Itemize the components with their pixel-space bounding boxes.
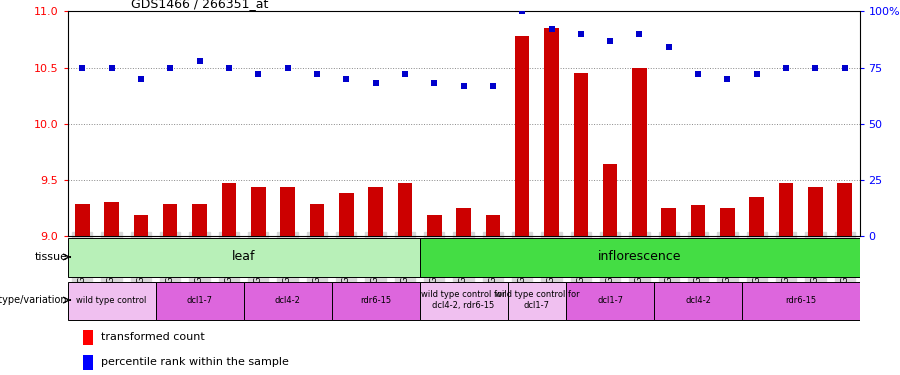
Point	[339, 76, 354, 82]
Point	[808, 64, 823, 70]
Text: dcl4-2: dcl4-2	[274, 296, 301, 304]
Bar	[632, 68, 647, 236]
Bar	[654, 282, 742, 320]
Bar	[280, 187, 295, 236]
Point	[486, 82, 500, 88]
Bar	[338, 194, 354, 236]
Point	[662, 44, 676, 50]
Point	[221, 64, 236, 70]
Point	[251, 71, 266, 77]
Bar	[485, 215, 500, 236]
Point	[779, 64, 794, 70]
Point	[603, 38, 617, 44]
Point	[573, 31, 588, 37]
Bar	[662, 208, 676, 236]
Bar	[720, 208, 734, 236]
Bar	[778, 183, 794, 236]
Bar	[419, 282, 508, 320]
Point	[310, 71, 324, 77]
Bar	[156, 282, 244, 320]
Bar	[573, 73, 589, 236]
Bar	[419, 238, 860, 277]
Bar	[742, 282, 860, 320]
Bar	[75, 204, 89, 236]
Text: wild type control: wild type control	[76, 296, 147, 304]
Point	[104, 64, 119, 70]
Bar	[163, 204, 177, 236]
Text: GDS1466 / 266351_at: GDS1466 / 266351_at	[130, 0, 268, 10]
Bar	[456, 208, 471, 236]
Point	[691, 71, 706, 77]
Text: tissue: tissue	[34, 252, 68, 262]
Point	[427, 80, 441, 86]
Bar	[808, 187, 823, 236]
Bar	[84, 330, 93, 345]
Bar	[368, 187, 382, 236]
Point	[280, 64, 294, 70]
Bar	[515, 36, 529, 236]
Point	[838, 64, 852, 70]
Text: wild type control for
dcl4-2, rdr6-15: wild type control for dcl4-2, rdr6-15	[421, 290, 506, 310]
Text: transformed count: transformed count	[101, 332, 204, 342]
Point	[750, 71, 764, 77]
Bar	[84, 355, 93, 370]
Text: percentile rank within the sample: percentile rank within the sample	[101, 357, 289, 368]
Point	[75, 64, 89, 70]
Text: wild type control for
dcl1-7: wild type control for dcl1-7	[494, 290, 579, 310]
Text: dcl4-2: dcl4-2	[685, 296, 711, 304]
Bar	[398, 183, 412, 236]
Bar	[331, 282, 419, 320]
Text: leaf: leaf	[232, 251, 256, 264]
Point	[193, 58, 207, 64]
Bar	[544, 28, 559, 236]
Bar	[427, 215, 442, 236]
Point	[163, 64, 177, 70]
Bar	[251, 187, 266, 236]
Bar	[68, 238, 419, 277]
Text: rdr6-15: rdr6-15	[360, 296, 392, 304]
Bar	[310, 204, 324, 236]
Bar	[508, 282, 566, 320]
Point	[456, 82, 471, 88]
Point	[133, 76, 148, 82]
Bar	[566, 282, 654, 320]
Bar	[104, 202, 119, 236]
Bar	[691, 205, 706, 236]
Bar	[68, 282, 156, 320]
Bar	[750, 197, 764, 236]
Text: dcl1-7: dcl1-7	[598, 296, 623, 304]
Point	[633, 31, 647, 37]
Bar	[133, 215, 148, 236]
Bar	[603, 164, 617, 236]
Point	[368, 80, 382, 86]
Bar	[244, 282, 331, 320]
Bar	[221, 183, 236, 236]
Point	[720, 76, 734, 82]
Text: genotype/variation: genotype/variation	[0, 295, 68, 305]
Point	[515, 8, 529, 14]
Bar	[193, 204, 207, 236]
Text: rdr6-15: rdr6-15	[786, 296, 816, 304]
Point	[544, 26, 559, 32]
Text: inflorescence: inflorescence	[598, 251, 681, 264]
Bar	[838, 183, 852, 236]
Point	[398, 71, 412, 77]
Text: dcl1-7: dcl1-7	[186, 296, 212, 304]
